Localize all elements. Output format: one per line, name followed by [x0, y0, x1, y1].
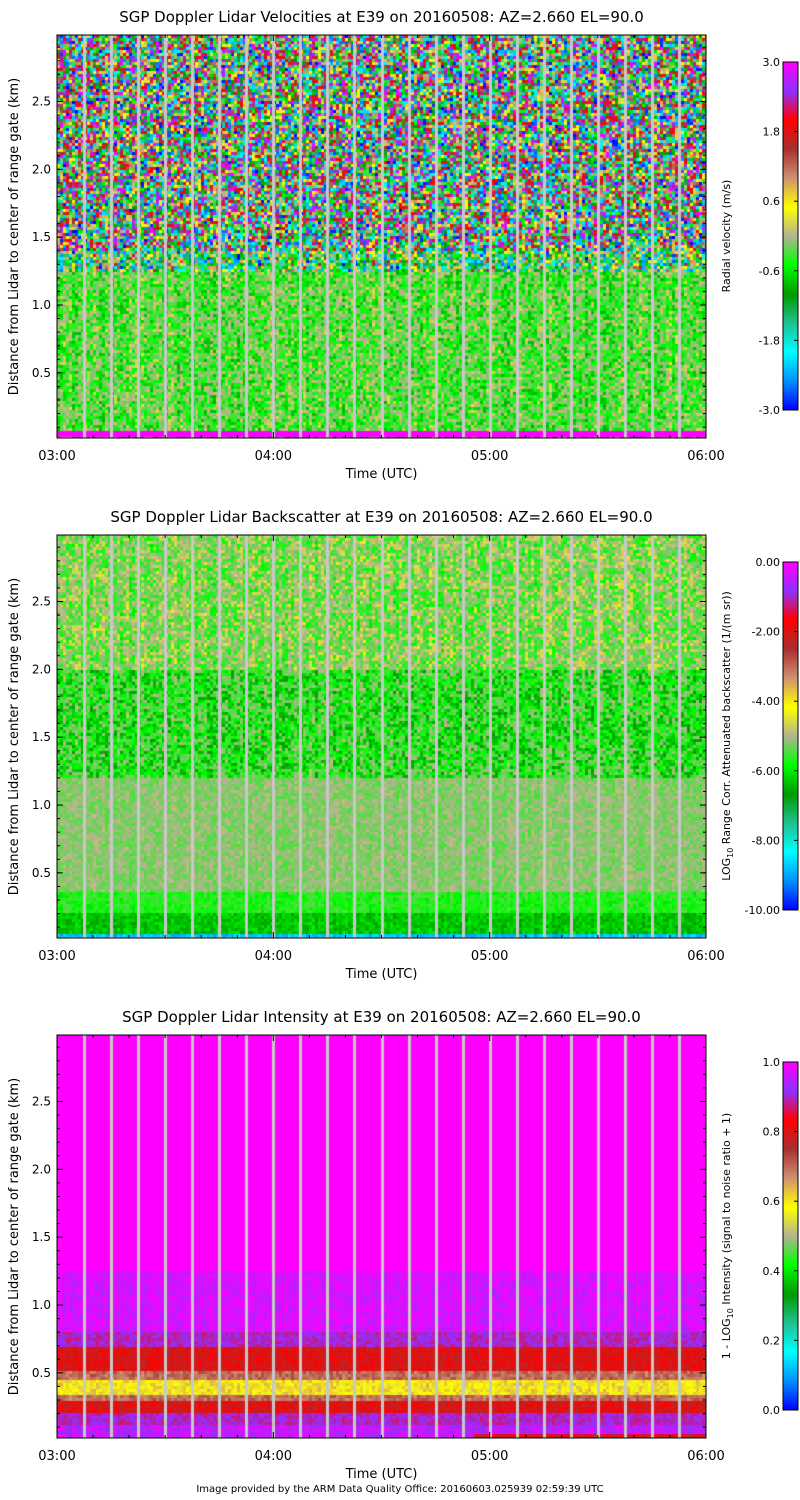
colorbar-tick-label: 0.0: [763, 1404, 781, 1417]
intensity-axes: 03:00 04:00 05:00 06:00 Time (UTC) 0.5 1.0 1.5 2…: [7, 1034, 799, 1482]
y-tick-label: 1.5: [32, 230, 51, 244]
x-tick-label: 03:00: [38, 449, 75, 464]
y-tick-label: 0.5: [32, 866, 51, 880]
colorbar-tick-label: 0.6: [763, 195, 781, 208]
velocity-heatmap: [57, 35, 706, 438]
colorbar-tick-label: -8.00: [752, 834, 780, 847]
x-tick-label: 04:00: [255, 1449, 292, 1464]
backscatter-panel: SGP Doppler Lidar Backscatter at E39 on …: [0, 500, 800, 1000]
colorbar-label-sub: 10: [726, 1308, 735, 1318]
x-tick-label: 04:00: [255, 449, 292, 464]
colorbar: [782, 1061, 799, 1411]
y-tick-label: 1.0: [32, 1298, 51, 1312]
y-tick-label: 1.0: [32, 798, 51, 812]
plot-frame: [56, 1034, 707, 1439]
footer-credit: Image provided by the ARM Data Quality O…: [196, 1484, 604, 1495]
velocity-panel: SGP Doppler Lidar Velocities at E39 on 2…: [0, 0, 800, 500]
plot-frame: [56, 34, 707, 439]
intensity-heatmap: [57, 1035, 706, 1438]
y-tick-label: 2.0: [32, 662, 51, 676]
x-tick-label: 03:00: [38, 949, 75, 964]
x-tick-label: 04:00: [255, 949, 292, 964]
x-axis-label: Time (UTC): [345, 1467, 418, 1482]
plot-frame: [56, 534, 707, 939]
colorbar-tick-label: -1.8: [759, 334, 780, 347]
colorbar-tick-label: 1.0: [763, 1056, 781, 1069]
colorbar-tick-label: -0.6: [759, 265, 780, 278]
backscatter-axes: 03:00 04:00 05:00 06:00 Time (UTC) 0.5 1.0 1.5 2…: [7, 534, 799, 982]
backscatter-heatmap: [57, 535, 706, 938]
velocity-axes: 03:00 04:00 05:00 06:00 Time (UTC) 0.5 1.0 1.5 2…: [7, 34, 799, 482]
colorbar: [782, 61, 799, 411]
colorbar-tick-label: 0.00: [756, 556, 781, 569]
y-axis-label: Distance from Lidar to center of range g…: [7, 78, 22, 395]
colorbar-tick-label: 1.8: [763, 126, 781, 139]
intensity-panel: SGP Doppler Lidar Intensity at E39 on 20…: [0, 1000, 800, 1500]
colorbar-tick-label: -6.00: [752, 765, 780, 778]
x-tick-label: 03:00: [38, 1449, 75, 1464]
colorbar-label: Radial velocity (m/s): [720, 180, 733, 293]
colorbar-tick-label: 3.0: [763, 56, 781, 69]
colorbar-tick-label: -2.00: [752, 626, 780, 639]
y-tick-label: 1.5: [32, 1230, 51, 1244]
x-tick-label: 06:00: [687, 1449, 724, 1464]
y-tick-label: 1.5: [32, 730, 51, 744]
colorbar-label-main: 1 - LOG: [720, 1318, 733, 1359]
y-axis-label: Distance from Lidar to center of range g…: [7, 1078, 22, 1395]
y-tick-label: 2.5: [32, 94, 51, 108]
colorbar-tick-label: -3.0: [759, 404, 780, 417]
colorbar-tick-label: -4.00: [752, 695, 780, 708]
x-axis-label: Time (UTC): [345, 967, 418, 982]
colorbar-label-rest: Intensity (signal to noise ratio + 1): [720, 1113, 733, 1308]
y-tick-label: 2.0: [32, 162, 51, 176]
y-tick-label: 0.5: [32, 1366, 51, 1380]
colorbar-label-rest: Range Corr. Attenuated backscatter (1/(m…: [720, 591, 733, 847]
y-axis-label: Distance from Lidar to center of range g…: [7, 578, 22, 895]
x-tick-label: 05:00: [471, 449, 508, 464]
colorbar-tick-label: 0.8: [763, 1126, 781, 1139]
x-tick-label: 06:00: [687, 449, 724, 464]
colorbar-tick-label: 0.6: [763, 1195, 781, 1208]
chart-title: SGP Doppler Lidar Backscatter at E39 on …: [110, 508, 653, 526]
x-tick-label: 06:00: [687, 949, 724, 964]
y-tick-label: 0.5: [32, 366, 51, 380]
y-tick-label: 2.5: [32, 1094, 51, 1108]
colorbar-label: LOG10 Range Corr. Attenuated backscatter…: [720, 591, 735, 881]
chart-title: SGP Doppler Lidar Intensity at E39 on 20…: [122, 1008, 641, 1026]
y-tick-label: 1.0: [32, 298, 51, 312]
colorbar-tick-label: 0.2: [763, 1334, 781, 1347]
colorbar-label-main: LOG: [720, 858, 733, 881]
x-axis-label: Time (UTC): [345, 467, 418, 482]
colorbar: [782, 561, 799, 911]
y-tick-label: 2.0: [32, 1162, 51, 1176]
x-tick-label: 05:00: [471, 1449, 508, 1464]
colorbar-tick-label: -10.00: [745, 904, 780, 917]
colorbar-label: 1 - LOG10 Intensity (signal to noise rat…: [720, 1113, 735, 1359]
x-tick-label: 05:00: [471, 949, 508, 964]
colorbar-label-sub: 10: [726, 848, 735, 858]
y-tick-label: 2.5: [32, 594, 51, 608]
chart-title: SGP Doppler Lidar Velocities at E39 on 2…: [119, 8, 644, 26]
colorbar-tick-label: 0.4: [763, 1265, 781, 1278]
